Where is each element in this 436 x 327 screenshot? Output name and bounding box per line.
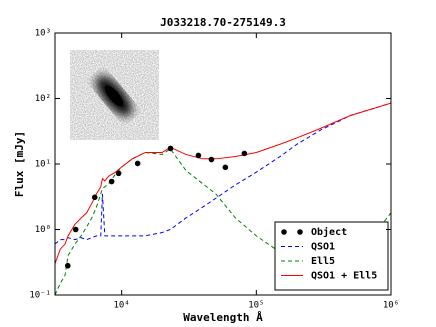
data-point xyxy=(241,150,248,157)
x-tick-label: 10⁴ xyxy=(114,301,130,311)
y-axis-label: Flux [mJy] xyxy=(13,131,26,197)
legend-label: Ell5 xyxy=(311,256,335,267)
x-axis-label: Wavelength Å xyxy=(183,311,263,324)
data-point xyxy=(64,262,71,269)
legend-label: QSO1 xyxy=(311,242,335,253)
data-point xyxy=(115,170,122,177)
data-point xyxy=(222,164,229,171)
model-line xyxy=(55,102,391,245)
legend-marker xyxy=(297,229,303,235)
model-line xyxy=(55,102,391,264)
data-point xyxy=(72,226,79,233)
chart-title: J033218.70-275149.3 xyxy=(160,16,286,29)
legend-label: QSO1 + Ell5 xyxy=(311,271,377,282)
y-tick-label: 10⁻¹ xyxy=(29,291,51,301)
x-tick-label: 10⁵ xyxy=(248,301,264,311)
data-point xyxy=(91,194,98,201)
y-tick-label: 10² xyxy=(35,94,51,104)
data-point xyxy=(208,156,215,163)
data-point xyxy=(134,160,141,167)
y-tick-label: 10³ xyxy=(35,29,51,39)
galaxy-cutout xyxy=(70,50,159,140)
data-point xyxy=(108,178,115,185)
y-tick-label: 10⁰ xyxy=(35,225,51,235)
data-point xyxy=(195,152,202,159)
x-tick-label: 10⁶ xyxy=(383,301,399,311)
legend-box xyxy=(274,221,389,291)
y-tick-label: 10¹ xyxy=(35,160,51,170)
legend-label: Object xyxy=(311,226,347,238)
legend-marker xyxy=(281,229,287,235)
data-point xyxy=(167,145,174,152)
